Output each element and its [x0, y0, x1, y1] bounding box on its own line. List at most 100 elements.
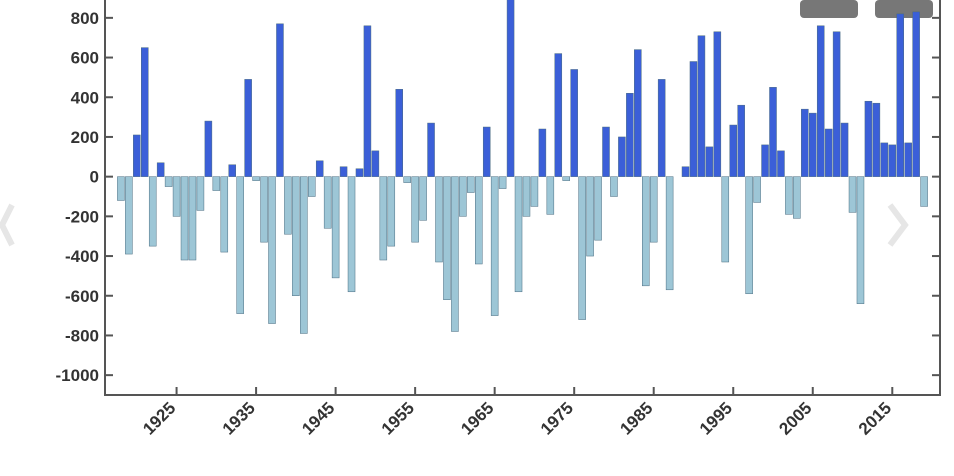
- bar: [856, 176, 865, 304]
- bar: [180, 176, 189, 261]
- bar: [403, 176, 411, 183]
- y-tick-label: 400: [71, 88, 99, 107]
- bar: [737, 104, 745, 177]
- x-tick-label: 1955: [378, 398, 418, 438]
- bar: [578, 176, 586, 320]
- next-arrow[interactable]: [887, 203, 909, 247]
- bar: [323, 176, 332, 229]
- bar: [292, 176, 300, 296]
- bar: [467, 176, 475, 193]
- bar: [896, 13, 904, 177]
- bar: [387, 176, 396, 247]
- bar: [164, 176, 173, 187]
- bar: [801, 108, 809, 177]
- prev-arrow[interactable]: [0, 203, 15, 247]
- bar: [665, 176, 674, 291]
- y-tick-label: 200: [71, 128, 99, 147]
- bar: [363, 25, 372, 177]
- bar: [188, 176, 197, 261]
- bar: [459, 176, 467, 217]
- x-tick-label: 1985: [616, 398, 656, 438]
- bar: [602, 126, 610, 177]
- bar: [586, 176, 594, 257]
- bar: [920, 176, 928, 207]
- bar: [148, 176, 157, 247]
- bar: [498, 176, 507, 189]
- bar: [816, 25, 825, 177]
- bar: [482, 126, 491, 177]
- y-tick-label: -800: [65, 326, 99, 345]
- bar: [618, 136, 626, 177]
- button[interactable]: [800, 0, 858, 18]
- bar: [395, 89, 403, 177]
- bar: [236, 176, 244, 314]
- bar: [745, 176, 753, 295]
- bar: [212, 176, 221, 191]
- bar: [379, 176, 388, 261]
- bar: [443, 176, 451, 300]
- bar: [475, 176, 483, 265]
- bar: [888, 144, 897, 177]
- x-tick-label: 1975: [537, 398, 577, 438]
- bar: [649, 176, 658, 243]
- bar: [872, 102, 881, 177]
- bar: [427, 122, 435, 177]
- button[interactable]: [875, 0, 933, 18]
- bar: [490, 176, 499, 316]
- bar: [125, 176, 133, 255]
- plot-frame: [104, 0, 941, 396]
- bar: [315, 160, 324, 177]
- y-tick-label: -200: [65, 207, 99, 226]
- bar: [268, 176, 276, 324]
- bar: [793, 176, 801, 219]
- bar: [117, 176, 125, 201]
- bar: [220, 176, 229, 253]
- bar: [848, 176, 857, 213]
- bar: [570, 69, 578, 177]
- bar: [514, 176, 523, 293]
- bar: [554, 53, 563, 177]
- bar: [721, 176, 730, 263]
- bar: [761, 144, 769, 177]
- x-tick-label: 1965: [457, 398, 497, 438]
- bar: [697, 35, 706, 177]
- bar: [156, 162, 165, 177]
- x-tick-label: 1995: [696, 398, 736, 438]
- bar: [355, 168, 364, 177]
- y-tick-label: -1000: [56, 366, 99, 385]
- y-tick-label: 600: [71, 49, 99, 68]
- bar: [419, 176, 427, 221]
- bar: [912, 11, 920, 177]
- bar: [371, 150, 380, 177]
- bar: [522, 176, 531, 217]
- bar: [228, 164, 236, 177]
- bar: [689, 61, 698, 177]
- bar: [141, 47, 149, 177]
- bar: [626, 93, 634, 177]
- bar: [832, 31, 841, 177]
- bar: [276, 23, 284, 177]
- bar: [594, 176, 602, 241]
- bar: [546, 176, 555, 215]
- bar: [260, 176, 268, 243]
- bar: [642, 176, 650, 287]
- bar: [769, 87, 777, 177]
- bar: [204, 120, 213, 177]
- bar: [880, 142, 889, 177]
- bar: [681, 166, 690, 177]
- y-tick-label: -600: [65, 287, 99, 306]
- bar: [657, 79, 666, 177]
- x-tick-label: 2005: [775, 398, 815, 438]
- bar: [785, 176, 793, 215]
- bar: [824, 128, 833, 177]
- plot-area: -1000 -800 -600 -400 -200 0 200 400 600 800 1925 19…: [56, 0, 940, 439]
- bar: [331, 176, 340, 279]
- bar: [244, 79, 252, 177]
- bar: [753, 176, 761, 203]
- bar: [530, 176, 539, 207]
- bar: [196, 176, 205, 211]
- bar: [705, 146, 714, 177]
- bar: [300, 176, 308, 334]
- bar: [864, 100, 873, 177]
